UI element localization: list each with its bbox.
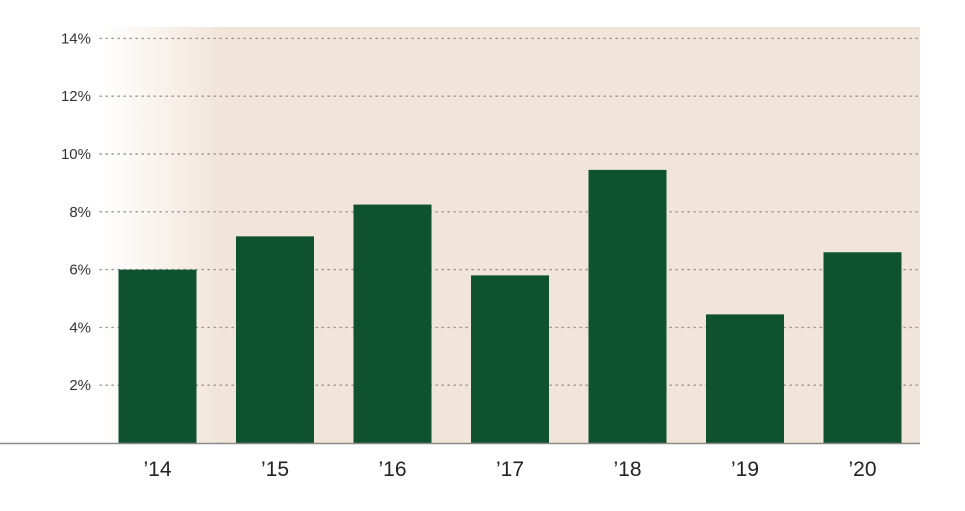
bar: [236, 236, 314, 443]
bar: [471, 275, 549, 443]
x-axis-tick-labels: ’14 ’15 ’16 ’17 ’18 ’19 ’20: [143, 458, 876, 481]
bar: [823, 252, 902, 443]
x-tick-label: ’16: [378, 458, 406, 481]
y-tick-label: 6%: [69, 262, 91, 279]
x-tick-label: ’18: [613, 458, 641, 481]
bars: [118, 169, 902, 443]
bar: [118, 269, 197, 443]
bar: [706, 314, 784, 443]
bar: [353, 204, 432, 443]
y-tick-label: 10%: [61, 146, 91, 163]
y-tick-label: 12%: [61, 88, 91, 105]
y-axis-tick-labels: 2% 4% 6% 8% 10% 12% 14%: [61, 30, 91, 394]
y-tick-label: 2%: [69, 377, 91, 394]
x-tick-label: ’19: [731, 458, 759, 481]
y-tick-label: 14%: [61, 30, 91, 47]
bar: [588, 169, 667, 443]
y-tick-label: 4%: [69, 319, 91, 336]
x-tick-label: ’14: [143, 458, 171, 481]
y-tick-label: 8%: [69, 204, 91, 221]
x-tick-label: ’17: [496, 458, 524, 481]
x-tick-label: ’15: [261, 458, 289, 481]
x-tick-label: ’20: [848, 458, 876, 481]
